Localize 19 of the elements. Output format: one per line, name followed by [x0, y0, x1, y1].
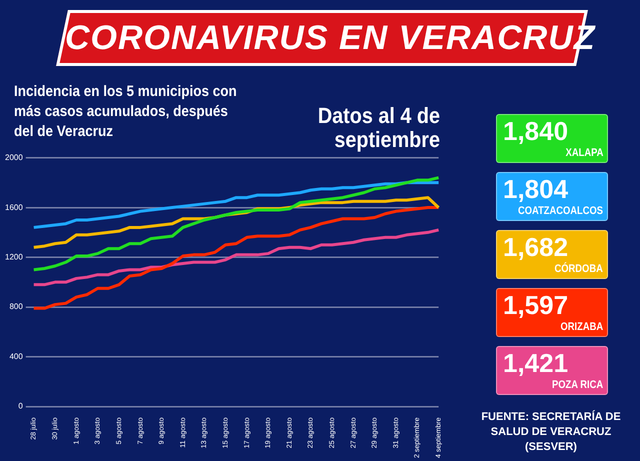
text: COATZACOALCOS: [518, 205, 603, 217]
text: CÓRDOBA: [554, 263, 603, 275]
chart-subtitle: Incidencia en los 5 municipios con más casos acumulados, después del de Veracruz: [14, 82, 238, 142]
y-tick-label: 1600: [5, 202, 24, 212]
text: 1,804: [503, 174, 568, 205]
y-tick-label: 1200: [5, 252, 24, 262]
text: ORIZABA: [560, 321, 603, 333]
y-tick-label: 0: [18, 402, 24, 411]
y-tick-label: 400: [9, 352, 24, 361]
text: Datos al 4 de septiembre: [316, 103, 440, 152]
source-note: FUENTE: SECRETARÍA DE SALUD DE VERACRUZ (SESVER): [480, 410, 622, 455]
text: 1,421: [503, 348, 568, 379]
text: 1,682: [503, 232, 568, 262]
text: XALAPA: [565, 147, 603, 159]
text: 1,597: [503, 290, 568, 321]
text: 1,840: [503, 116, 568, 147]
text: POZA RICA: [552, 379, 603, 391]
y-tick-label: 800: [9, 302, 24, 312]
y-tick-label: 2000: [5, 153, 24, 162]
